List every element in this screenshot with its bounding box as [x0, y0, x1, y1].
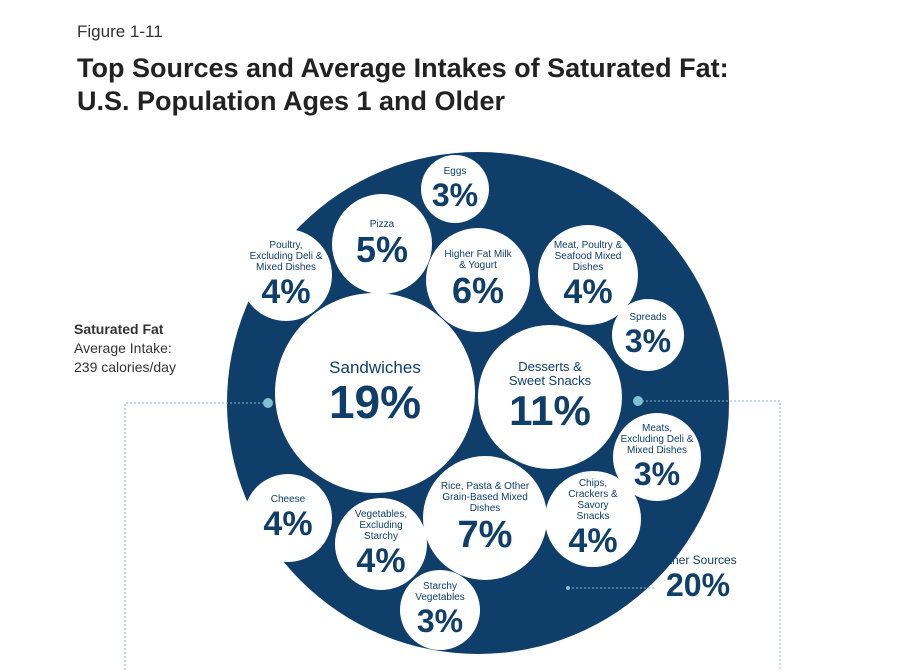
- value-label: 3%: [633, 455, 681, 492]
- value-label: 3%: [416, 603, 464, 639]
- bubble: Sandwiches 19%: [275, 293, 475, 493]
- leader-dot: [566, 586, 570, 590]
- category-label: Starchy Vegetables: [415, 581, 465, 603]
- intake-nutrient: Saturated Fat: [74, 321, 164, 337]
- intake-value: 239 calories/day: [74, 359, 176, 375]
- intake-note: Saturated Fat Average Intake: 239 calori…: [74, 320, 176, 377]
- category-label: Poultry, Excluding Deli & Mixed Dishes: [249, 239, 323, 273]
- bubble: Cheese 4%: [244, 474, 332, 562]
- leader-dot: [263, 398, 273, 408]
- leader-dot: [633, 396, 643, 406]
- bubble: Meat, Poultry & Seafood Mixed Dishes 4%: [538, 225, 638, 325]
- value-label: 20%: [665, 566, 731, 603]
- value-label: 7%: [457, 513, 513, 556]
- category-label: Meats, Excluding Deli & Mixed Dishes: [620, 422, 694, 456]
- category-label: Rice, Pasta & Other Grain-Based Mixed Di…: [440, 480, 530, 514]
- bubble: Chips, Crackers & Savory Snacks 4%: [545, 471, 641, 567]
- bubble: Poultry, Excluding Deli & Mixed Dishes 4%: [240, 229, 332, 321]
- category-label: Higher Fat Milk & Yogurt: [444, 249, 512, 271]
- category-label: Other Sources: [659, 552, 737, 567]
- intake-label: Average Intake:: [74, 340, 172, 356]
- value-label: 3%: [624, 322, 672, 359]
- value-label: 4%: [356, 541, 406, 580]
- category-label: Desserts & Sweet Snacks: [508, 359, 592, 388]
- bubble: Meats, Excluding Deli & Mixed Dishes 3%: [613, 413, 701, 501]
- bubble: Rice, Pasta & Other Grain-Based Mixed Di…: [423, 456, 547, 580]
- bubble: Starchy Vegetables 3%: [400, 570, 480, 650]
- category-label: Cheese: [270, 493, 306, 505]
- outside-label: Other Sources 20%: [638, 548, 758, 608]
- category-label: Chips, Crackers & Savory Snacks: [568, 478, 618, 522]
- category-label: Sandwiches: [329, 358, 421, 377]
- category-label: Spreads: [629, 311, 667, 323]
- value-label: 4%: [563, 272, 613, 311]
- value-label: 4%: [263, 504, 313, 543]
- category-label: Vegetables, Excluding Starchy: [354, 508, 408, 542]
- category-label: Meat, Poultry & Seafood Mixed Dishes: [553, 239, 623, 273]
- chart-title: Top Sources and Average Intakes of Satur…: [77, 53, 729, 116]
- value-label: 4%: [568, 522, 618, 560]
- bubble: Desserts & Sweet Snacks 11%: [478, 325, 622, 469]
- bubble: Spreads 3%: [612, 299, 684, 371]
- bubble: Eggs 3%: [421, 155, 489, 223]
- leader-line: [638, 400, 781, 671]
- category-label: Pizza: [369, 218, 395, 230]
- value-label: 6%: [451, 270, 505, 311]
- leaders: [124, 400, 781, 671]
- value-label: 4%: [261, 272, 311, 311]
- value-label: 19%: [328, 376, 422, 428]
- bubble: Higher Fat Milk & Yogurt 6%: [426, 228, 530, 332]
- bubble: Vegetables, Excluding Starchy 4%: [335, 498, 427, 590]
- leader-line: [124, 402, 268, 671]
- figure-label: Figure 1-11: [77, 22, 163, 41]
- bubble: Pizza 5%: [332, 194, 432, 294]
- value-label: 3%: [431, 176, 479, 213]
- value-label: 5%: [355, 228, 409, 270]
- category-label: Eggs: [443, 165, 467, 177]
- value-label: 11%: [509, 387, 591, 434]
